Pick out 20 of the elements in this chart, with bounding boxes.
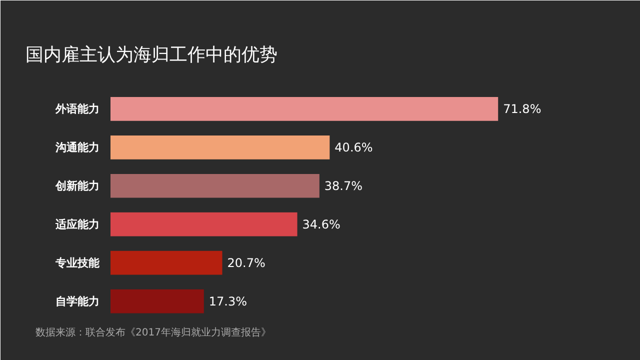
bar: [110, 136, 330, 160]
bar: [110, 97, 498, 121]
data-label: 17.3%: [208, 294, 248, 308]
data-label: 71.8%: [503, 102, 542, 116]
bar: [110, 250, 222, 275]
y-tick-label: 外语能力: [54, 102, 100, 116]
data-label: 20.7%: [227, 256, 266, 270]
y-tick-label: 创新能力: [54, 179, 100, 192]
y-tick-label: 适应能力: [54, 218, 100, 231]
data-label: 38.7%: [324, 178, 363, 193]
data-label: 34.6%: [302, 217, 340, 232]
y-tick-label: 自学能力: [56, 294, 100, 308]
y-tick-label: 沟通能力: [54, 140, 100, 154]
y-tick-label: 专业技能: [54, 256, 100, 270]
source-note: 数据来源：联合发布《2017年海归就业力调查报告》: [36, 326, 271, 338]
chart-title: 国内雇主认为海归工作中的优势: [26, 44, 278, 66]
bar: [110, 289, 204, 314]
data-label: 40.6%: [334, 140, 373, 154]
bar: [110, 212, 298, 236]
bar: [110, 174, 320, 198]
